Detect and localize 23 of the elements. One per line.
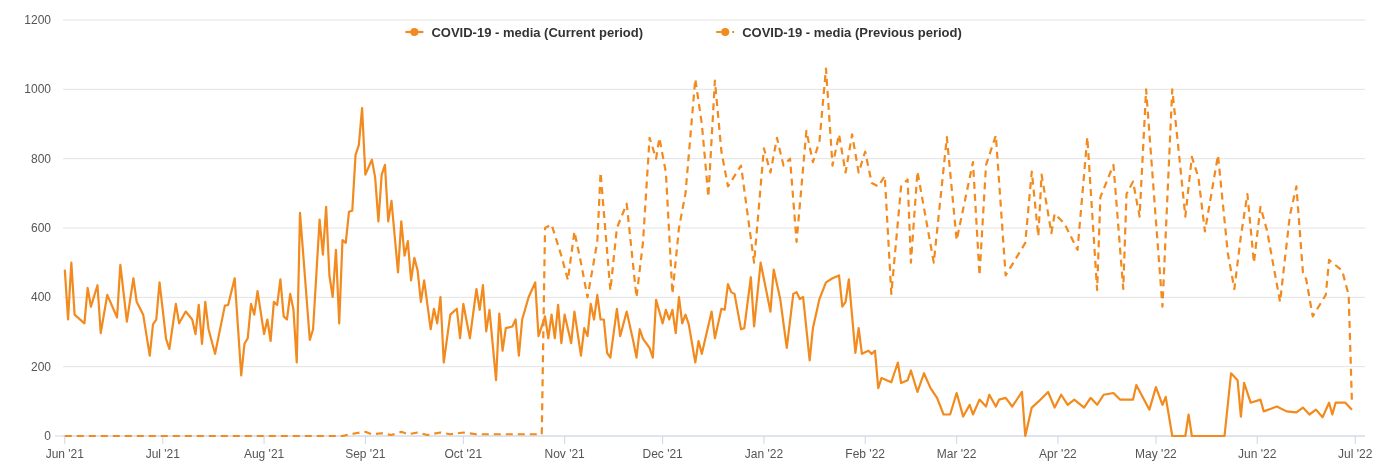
x-tick-label: Sep '21: [345, 447, 386, 461]
y-tick-label: 1200: [24, 13, 52, 27]
y-tick-label: 800: [30, 151, 52, 166]
y-tick-label: 0: [44, 429, 52, 443]
x-tick-label: Feb '22: [845, 447, 886, 461]
y-tick-label: 400: [30, 290, 52, 305]
x-tick-label: May '22: [1135, 447, 1178, 461]
x-tick-label: Mar '22: [936, 447, 977, 461]
y-tick-label: 600: [30, 221, 52, 235]
legend-label: COVID-19 - media (Previous period): [742, 24, 962, 40]
x-tick-label: Jan '22: [744, 447, 784, 461]
x-tick-label: Jun '22: [1238, 447, 1277, 461]
legend-label: COVID-19 - media (Current period): [431, 24, 644, 40]
y-tick-label: 200: [30, 359, 52, 374]
x-tick-label: Dec '21: [642, 447, 684, 461]
x-tick-label: Oct '21: [444, 447, 483, 461]
y-tick-label: 1000: [24, 82, 52, 97]
x-tick-label: Nov '21: [544, 447, 586, 461]
x-tick-label: Jul '22: [1338, 447, 1373, 461]
x-tick-label: Jul '21: [145, 447, 181, 461]
x-tick-label: Jun '21: [45, 447, 85, 461]
x-tick-label: Apr '22: [1039, 447, 1078, 461]
x-tick-label: Aug '21: [243, 447, 285, 461]
